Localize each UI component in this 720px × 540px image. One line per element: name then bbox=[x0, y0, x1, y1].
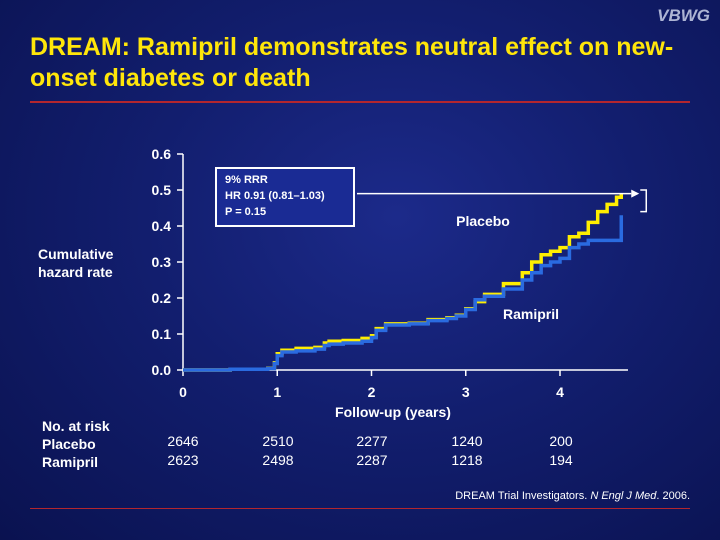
x-tick-label: 0 bbox=[179, 384, 187, 400]
citation: DREAM Trial Investigators. N Engl J Med.… bbox=[455, 490, 690, 502]
y-tick-label: 0.5 bbox=[152, 182, 172, 198]
callout-rrr: 9% RRR bbox=[225, 174, 268, 186]
x-tick-label: 2 bbox=[368, 384, 376, 400]
y-tick-label: 0.1 bbox=[152, 326, 172, 342]
y-tick-label: 0.2 bbox=[152, 290, 172, 306]
x-axis-label: Follow-up (years) bbox=[335, 404, 451, 420]
y-tick-label: 0.0 bbox=[152, 362, 172, 378]
at-risk-row-ramipril-label: Ramipril bbox=[42, 454, 99, 470]
at-risk-value-ramipril: 1218 bbox=[451, 452, 483, 468]
x-tick-label: 4 bbox=[556, 384, 564, 400]
at-risk-labels: No. at risk Placebo Ramipril bbox=[42, 417, 110, 471]
y-tick-label: 0.4 bbox=[152, 218, 172, 234]
at-risk-value-ramipril: 2498 bbox=[262, 452, 294, 468]
x-tick-label: 3 bbox=[462, 384, 470, 400]
series-label-ramipril: Ramipril bbox=[503, 306, 559, 322]
x-tick-label: 1 bbox=[273, 384, 281, 400]
hazard-ratio-callout: 9% RRR HR 0.91 (0.81–1.03) P = 0.15 bbox=[215, 167, 355, 227]
y-axis-label: Cumulative hazard rate bbox=[38, 245, 128, 281]
callout-hr: HR 0.91 (0.81–1.03) bbox=[225, 190, 325, 202]
hr-arrow-head bbox=[631, 189, 640, 198]
chart-labels: Placebo Ramipril bbox=[357, 189, 648, 322]
at-risk-value-ramipril: 2623 bbox=[167, 452, 199, 468]
chart-lines bbox=[183, 193, 624, 372]
citation-journal: N Engl J Med bbox=[590, 490, 657, 502]
series-label-placebo: Placebo bbox=[456, 213, 510, 229]
ramipril-line bbox=[183, 215, 624, 372]
callout-p: P = 0.15 bbox=[225, 206, 267, 218]
page-title: DREAM: Ramipril demonstrates neutral eff… bbox=[30, 33, 674, 92]
at-risk-row-placebo-label: Placebo bbox=[42, 436, 96, 452]
citation-suffix: . 2006. bbox=[656, 490, 690, 502]
brand-logo: VBWG bbox=[657, 6, 710, 25]
at-risk-header: No. at risk bbox=[42, 418, 110, 434]
title-divider bbox=[30, 101, 690, 103]
at-risk-value-placebo: 200 bbox=[549, 433, 573, 449]
at-risk-value-placebo: 2277 bbox=[356, 433, 388, 449]
y-tick-label: 0.6 bbox=[152, 146, 172, 162]
at-risk-value-ramipril: 194 bbox=[549, 452, 573, 468]
at-risk-value-placebo: 2646 bbox=[167, 433, 199, 449]
at-risk-value-ramipril: 2287 bbox=[356, 452, 388, 468]
citation-prefix: DREAM Trial Investigators. bbox=[455, 490, 591, 502]
footer-divider bbox=[30, 508, 690, 509]
hr-bracket bbox=[640, 189, 648, 213]
at-risk-value-placebo: 2510 bbox=[262, 433, 294, 449]
y-tick-label: 0.3 bbox=[152, 254, 172, 270]
at-risk-value-placebo: 1240 bbox=[451, 433, 483, 449]
y-axis-label-text: Cumulative hazard rate bbox=[38, 246, 114, 280]
